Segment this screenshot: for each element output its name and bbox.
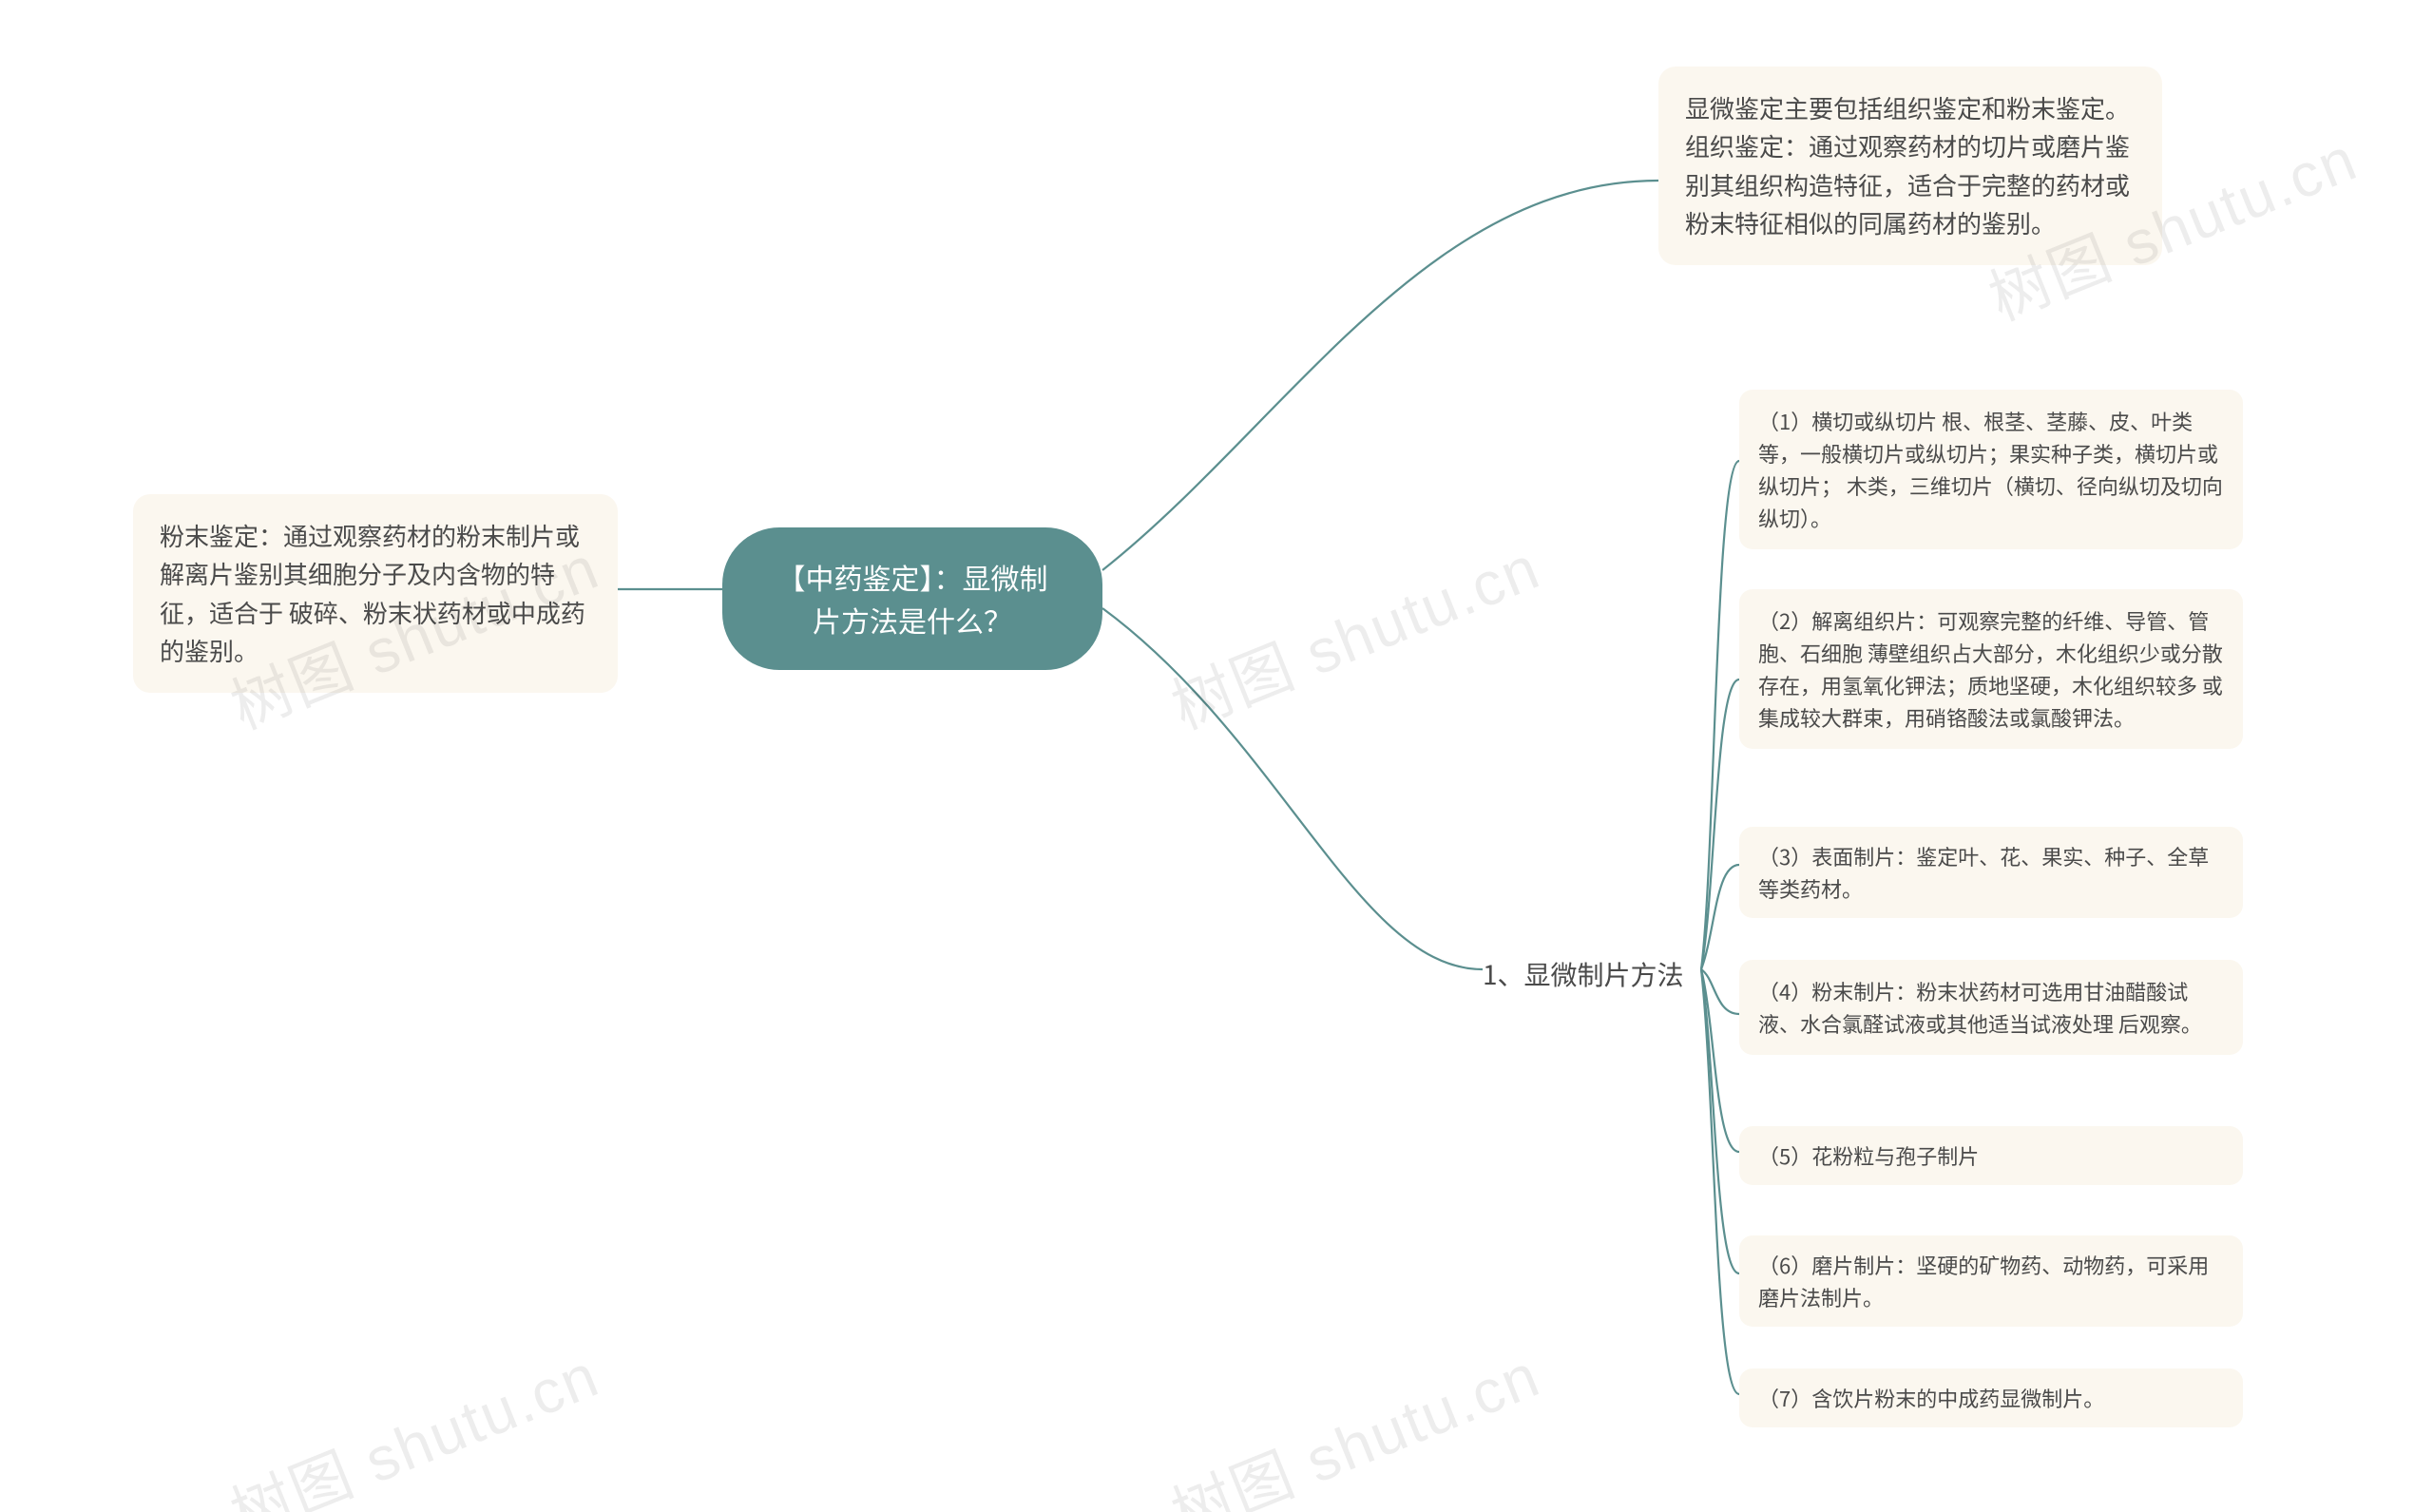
branch-methods: 1、显微制片方法 xyxy=(1483,950,1684,999)
leaf-2: （2）解离组织片：可观察完整的纤维、导管、管胞、石细胞 薄壁组织占大部分，木化组… xyxy=(1739,589,2243,749)
watermark: 树图 shutu.cn xyxy=(1158,1328,1551,1512)
leaf-5: （5）花粉粒与孢子制片 xyxy=(1739,1126,2243,1185)
root-node: 【中药鉴定】：显微制片方法是什么？ xyxy=(722,527,1102,670)
leaf-4: （4）粉末制片：粉末状药材可选用甘油醋酸试液、水合氯醛试液或其他适当试液处理 后… xyxy=(1739,960,2243,1055)
leaf-6: （6）磨片制片：坚硬的矿物药、动物药，可采用磨片法制片。 xyxy=(1739,1235,2243,1327)
leaf-3: （3）表面制片：鉴定叶、花、果实、种子、全草等类药材。 xyxy=(1739,827,2243,918)
watermark: 树图 shutu.cn xyxy=(217,1328,610,1512)
leaf-7: （7）含饮片粉末的中成药显微制片。 xyxy=(1739,1368,2243,1427)
leaf-1: （1）横切或纵切片 根、根茎、茎藤、皮、叶类等，一般横切片或纵切片；果实种子类，… xyxy=(1739,390,2243,549)
watermark: 树图 shutu.cn xyxy=(1158,520,1551,747)
